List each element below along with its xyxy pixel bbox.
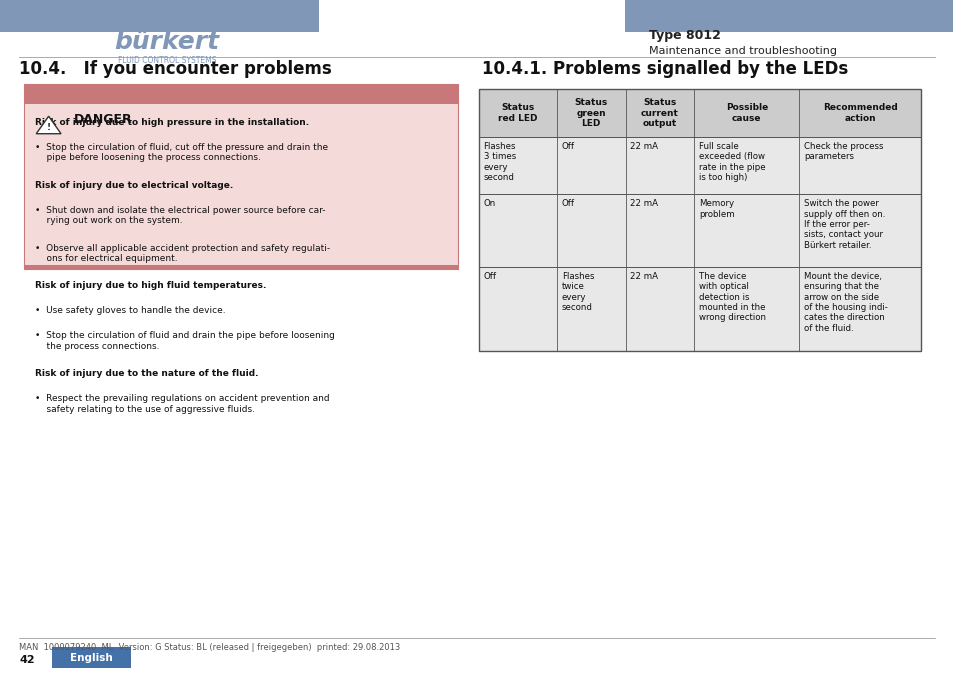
Text: Risk of injury due to electrical voltage.: Risk of injury due to electrical voltage…: [35, 181, 233, 190]
Text: Mount the device,
ensuring that the
arrow on the side
of the housing indi-
cates: Mount the device, ensuring that the arro…: [803, 272, 887, 333]
Text: Risk of injury due to high fluid temperatures.: Risk of injury due to high fluid tempera…: [35, 281, 267, 290]
Text: Off: Off: [561, 142, 574, 151]
Text: Recommended
action: Recommended action: [822, 104, 897, 122]
Text: 22 mA: 22 mA: [630, 142, 658, 151]
Text: Flashes
twice
every
second: Flashes twice every second: [561, 272, 594, 312]
Text: •  Respect the prevailing regulations on accident prevention and
    safety rela: • Respect the prevailing regulations on …: [35, 394, 330, 414]
FancyBboxPatch shape: [478, 137, 921, 194]
FancyBboxPatch shape: [52, 647, 131, 668]
Text: 42: 42: [19, 655, 34, 664]
FancyBboxPatch shape: [0, 0, 319, 32]
Text: •  Observe all applicable accident protection and safety regulati-
    ons for e: • Observe all applicable accident protec…: [35, 244, 330, 263]
Text: FLUID CONTROL SYSTEMS: FLUID CONTROL SYSTEMS: [117, 56, 216, 65]
Text: MAN  1000079240  ML  Version: G Status: BL (released | freigegeben)  printed: 29: MAN 1000079240 ML Version: G Status: BL …: [19, 643, 400, 652]
Text: 22 mA: 22 mA: [630, 199, 658, 208]
Text: Status
red LED: Status red LED: [497, 104, 537, 122]
Text: !: !: [47, 123, 51, 133]
Text: Check the process
parameters: Check the process parameters: [803, 142, 882, 162]
Text: •  Stop the circulation of fluid and drain the pipe before loosening
    the pro: • Stop the circulation of fluid and drai…: [35, 331, 335, 351]
Text: bürkert: bürkert: [114, 30, 219, 55]
Text: Flashes
3 times
every
second: Flashes 3 times every second: [483, 142, 516, 182]
Text: Status
current
output: Status current output: [640, 98, 679, 128]
FancyBboxPatch shape: [24, 84, 457, 104]
Polygon shape: [36, 116, 61, 134]
Text: Possible
cause: Possible cause: [725, 104, 767, 122]
Text: •  Use safety gloves to handle the device.: • Use safety gloves to handle the device…: [35, 306, 226, 316]
Text: •  Stop the circulation of fluid, cut off the pressure and drain the
    pipe be: • Stop the circulation of fluid, cut off…: [35, 143, 328, 162]
Text: Maintenance and troubleshooting: Maintenance and troubleshooting: [648, 46, 836, 56]
Text: 10.4.1. Problems signalled by the LEDs: 10.4.1. Problems signalled by the LEDs: [481, 60, 847, 77]
Text: On: On: [483, 199, 496, 208]
Text: Switch the power
supply off then on.
If the error per-
sists, contact your
Bürke: Switch the power supply off then on. If …: [803, 199, 884, 250]
Text: Type 8012: Type 8012: [648, 29, 720, 42]
FancyBboxPatch shape: [478, 89, 921, 137]
Text: 10.4.   If you encounter problems: 10.4. If you encounter problems: [19, 60, 332, 77]
FancyBboxPatch shape: [478, 194, 921, 267]
Text: Risk of injury due to the nature of the fluid.: Risk of injury due to the nature of the …: [35, 369, 258, 378]
Text: English: English: [71, 653, 112, 662]
Text: Off: Off: [561, 199, 574, 208]
FancyBboxPatch shape: [24, 84, 457, 269]
Text: The device
with optical
detection is
mounted in the
wrong direction: The device with optical detection is mou…: [699, 272, 765, 322]
Text: Status
green
LED: Status green LED: [574, 98, 607, 128]
FancyBboxPatch shape: [24, 265, 457, 269]
FancyBboxPatch shape: [478, 267, 921, 351]
Text: 22 mA: 22 mA: [630, 272, 658, 281]
Text: Memory
problem: Memory problem: [699, 199, 734, 219]
Text: DANGER: DANGER: [73, 112, 132, 126]
Text: •  Shut down and isolate the electrical power source before car-
    rying out w: • Shut down and isolate the electrical p…: [35, 206, 325, 225]
FancyBboxPatch shape: [624, 0, 953, 32]
Text: Off: Off: [483, 272, 496, 281]
Text: Risk of injury due to high pressure in the installation.: Risk of injury due to high pressure in t…: [35, 118, 309, 127]
Text: Full scale
exceeded (flow
rate in the pipe
is too high): Full scale exceeded (flow rate in the pi…: [699, 142, 765, 182]
